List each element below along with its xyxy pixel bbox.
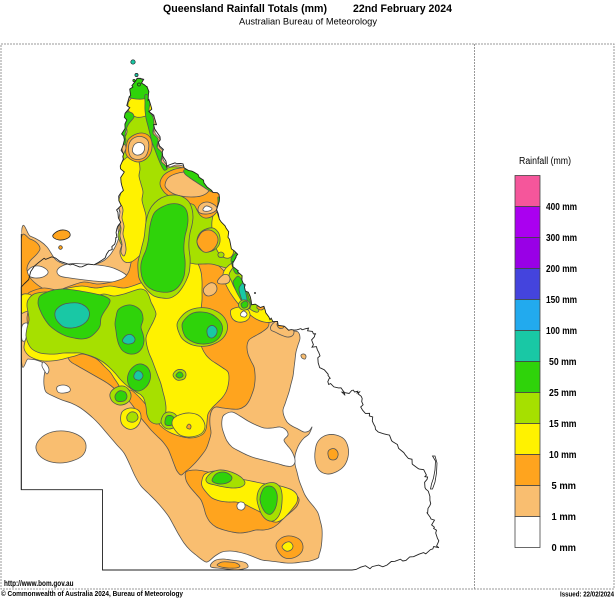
svg-text:Queensland Rainfall Totals (mm: Queensland Rainfall Totals (mm) [163,3,327,15]
svg-text:22nd February 2024: 22nd February 2024 [353,3,453,15]
svg-text:150 mm: 150 mm [546,295,577,306]
svg-text:200 mm: 200 mm [546,264,577,275]
svg-text:50 mm: 50 mm [549,357,577,368]
svg-text:10 mm: 10 mm [549,450,577,461]
svg-text:25 mm: 25 mm [549,388,577,399]
svg-text:100 mm: 100 mm [546,326,577,337]
svg-text:Australian Bureau of Meteorolo: Australian Bureau of Meteorology [239,17,378,27]
svg-text:Rainfall (mm): Rainfall (mm) [519,156,571,167]
svg-text:1 mm: 1 mm [552,512,577,523]
svg-text:5 mm: 5 mm [552,481,577,492]
svg-text:400 mm: 400 mm [546,202,577,213]
svg-text:http://www.bom.gov.au: http://www.bom.gov.au [4,579,74,588]
svg-text:300 mm: 300 mm [546,233,577,244]
svg-text:Issued: 22/02/2024: Issued: 22/02/2024 [560,590,615,599]
svg-text:0 mm: 0 mm [552,543,577,554]
svg-text:15 mm: 15 mm [549,419,577,430]
svg-text:© Commonwealth of Australia 20: © Commonwealth of Australia 2024, Bureau… [1,589,184,598]
